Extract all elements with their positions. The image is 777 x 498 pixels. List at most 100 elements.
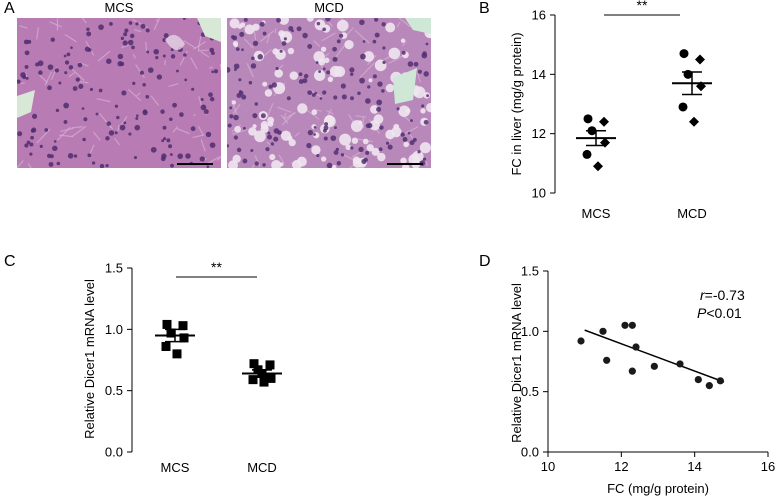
- cell-nucleus: [302, 32, 308, 39]
- cell-nucleus: [17, 131, 23, 137]
- data-point: [587, 126, 597, 136]
- cell-nucleus: [75, 77, 80, 82]
- cell-membrane: [24, 72, 28, 78]
- cell-nucleus: [425, 42, 429, 46]
- cell-membrane: [334, 43, 347, 59]
- lipid-vacuole: [393, 123, 400, 130]
- lipid-vacuole: [297, 103, 308, 114]
- cell-nucleus: [307, 129, 314, 136]
- cell-nucleus: [156, 74, 163, 80]
- cell-nucleus: [114, 131, 118, 135]
- cell-nucleus: [396, 107, 400, 111]
- lipid-vacuole: [318, 58, 326, 66]
- lipid-vacuole: [287, 135, 293, 142]
- cell-nucleus: [340, 83, 346, 89]
- cell-nucleus: [77, 62, 83, 68]
- cell-nucleus: [409, 119, 413, 123]
- lipid-vacuole: [413, 86, 426, 99]
- cell-nucleus: [133, 155, 138, 160]
- x-tick-label: 16: [761, 459, 775, 474]
- lipid-vacuole: [280, 31, 293, 44]
- cell-membrane: [216, 155, 221, 161]
- cell-nucleus: [54, 68, 59, 73]
- lipid-vacuole: [234, 125, 242, 133]
- cell-nucleus: [307, 44, 313, 49]
- cell-nucleus: [17, 79, 21, 84]
- lipid-vacuole: [370, 105, 379, 114]
- cell-nucleus: [423, 71, 429, 77]
- cell-nucleus: [213, 69, 219, 74]
- lipid-vacuole: [231, 100, 237, 105]
- cell-nucleus: [63, 102, 70, 109]
- lipid-vacuole: [368, 78, 373, 83]
- panel-letter-b: B: [479, 0, 490, 17]
- histology-label-mcs: MCS: [105, 0, 134, 15]
- cell-membrane: [168, 83, 179, 87]
- cell-nucleus: [260, 113, 266, 119]
- data-point: [577, 337, 585, 345]
- cell-nucleus: [160, 109, 165, 114]
- cell-nucleus: [116, 115, 120, 120]
- cell-membrane: [49, 21, 62, 28]
- lipid-vacuole: [336, 19, 349, 32]
- data-point: [266, 373, 276, 383]
- cell-membrane: [266, 33, 271, 44]
- cell-nucleus: [241, 94, 247, 100]
- cell-nucleus: [324, 122, 329, 127]
- cell-membrane: [246, 63, 254, 78]
- cell-membrane: [200, 139, 206, 152]
- cell-nucleus: [316, 21, 321, 26]
- cell-nucleus: [24, 50, 30, 56]
- cell-nucleus: [326, 70, 331, 75]
- cell-nucleus: [365, 150, 370, 155]
- cell-nucleus: [318, 70, 322, 73]
- panel-a: MCS MCD: [17, 0, 431, 168]
- cell-nucleus: [238, 78, 242, 82]
- cell-nucleus: [313, 133, 316, 136]
- cell-nucleus: [29, 152, 33, 156]
- cell-nucleus: [24, 143, 29, 148]
- cell-nucleus: [108, 130, 115, 136]
- cell-nucleus: [350, 96, 355, 101]
- cell-membrane: [197, 49, 210, 52]
- chart-panel-b: FC in liver (mg/g protein) 10 12 14 16 MCS M…: [509, 0, 712, 221]
- cell-nucleus: [120, 36, 125, 41]
- y-tick-label: 0.5: [521, 384, 539, 399]
- y-axis-title: Relative Dicer1 mRNA level: [82, 279, 97, 439]
- cell-nucleus: [121, 90, 127, 96]
- data-point: [678, 102, 688, 112]
- cell-membrane: [388, 55, 404, 64]
- cell-nucleus: [336, 161, 342, 166]
- cell-nucleus: [423, 119, 429, 125]
- lipid-vacuole: [377, 152, 386, 162]
- lipid-vacuole: [289, 71, 299, 80]
- cell-membrane: [197, 45, 200, 51]
- cell-nucleus: [322, 90, 327, 95]
- cell-membrane: [253, 29, 257, 41]
- cell-nucleus: [81, 107, 85, 110]
- y-tick-label: 10: [532, 186, 546, 201]
- cell-nucleus: [273, 136, 279, 142]
- cell-nucleus: [421, 104, 425, 108]
- cell-nucleus: [95, 112, 99, 116]
- lipid-vacuole: [248, 127, 257, 136]
- cell-nucleus: [262, 31, 267, 36]
- cell-nucleus: [64, 71, 68, 75]
- data-point: [676, 360, 684, 368]
- lipid-vacuole: [262, 81, 268, 87]
- y-tick-label: 0.0: [105, 445, 123, 460]
- cell-nucleus: [381, 22, 386, 27]
- cell-nucleus: [24, 64, 29, 69]
- cell-nucleus: [336, 39, 341, 44]
- cell-nucleus: [372, 74, 377, 79]
- chart-panel-d: Relative Dicer1 mRNA level FC (mg/g prot…: [509, 264, 775, 497]
- lipid-vacuole: [400, 38, 406, 43]
- cell-nucleus: [200, 104, 207, 111]
- cell-nucleus: [359, 77, 365, 84]
- cell-nucleus: [302, 78, 308, 84]
- cell-nucleus: [296, 26, 302, 32]
- cell-nucleus: [23, 39, 29, 45]
- histology-image-mcd: [227, 18, 431, 168]
- cell-nucleus: [37, 60, 44, 67]
- lipid-vacuole: [425, 102, 431, 113]
